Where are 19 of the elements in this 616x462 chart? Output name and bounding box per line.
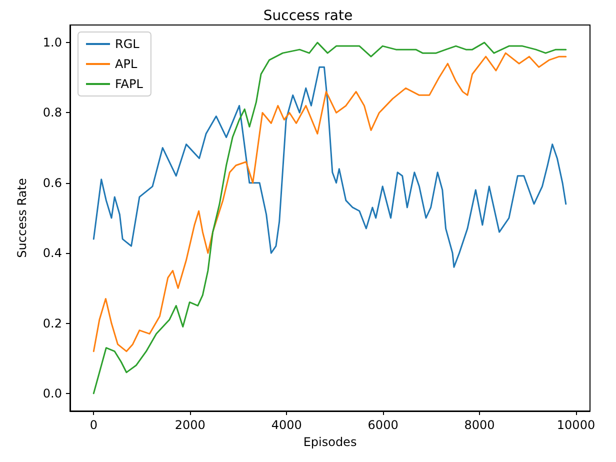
chart-title: Success rate xyxy=(263,8,353,24)
line-series xyxy=(92,66,567,268)
x-axis-title: Episodes xyxy=(303,434,357,449)
y-axis-title: Success Rate xyxy=(15,178,29,258)
y-tick-label: 0.8 xyxy=(42,106,62,120)
y-tick-label: 0.4 xyxy=(42,246,62,260)
x-tick-label: 0 xyxy=(90,418,98,432)
x-tick-label: 6000 xyxy=(368,418,398,432)
legend-label: APL xyxy=(115,57,138,71)
y-tick-label: 0.2 xyxy=(42,316,62,330)
x-tick-label: 4000 xyxy=(271,418,302,432)
legend-label: RGL xyxy=(115,37,140,51)
x-tick-label: 8000 xyxy=(464,418,495,432)
y-tick-label: 0.6 xyxy=(42,176,62,190)
x-tick-label: 10000 xyxy=(556,418,596,432)
legend-label: FAPL xyxy=(115,77,144,91)
x-tick-label: 2000 xyxy=(174,418,206,432)
y-tick-label: 0.0 xyxy=(42,386,62,400)
y-tick-label: 1.0 xyxy=(42,36,62,50)
